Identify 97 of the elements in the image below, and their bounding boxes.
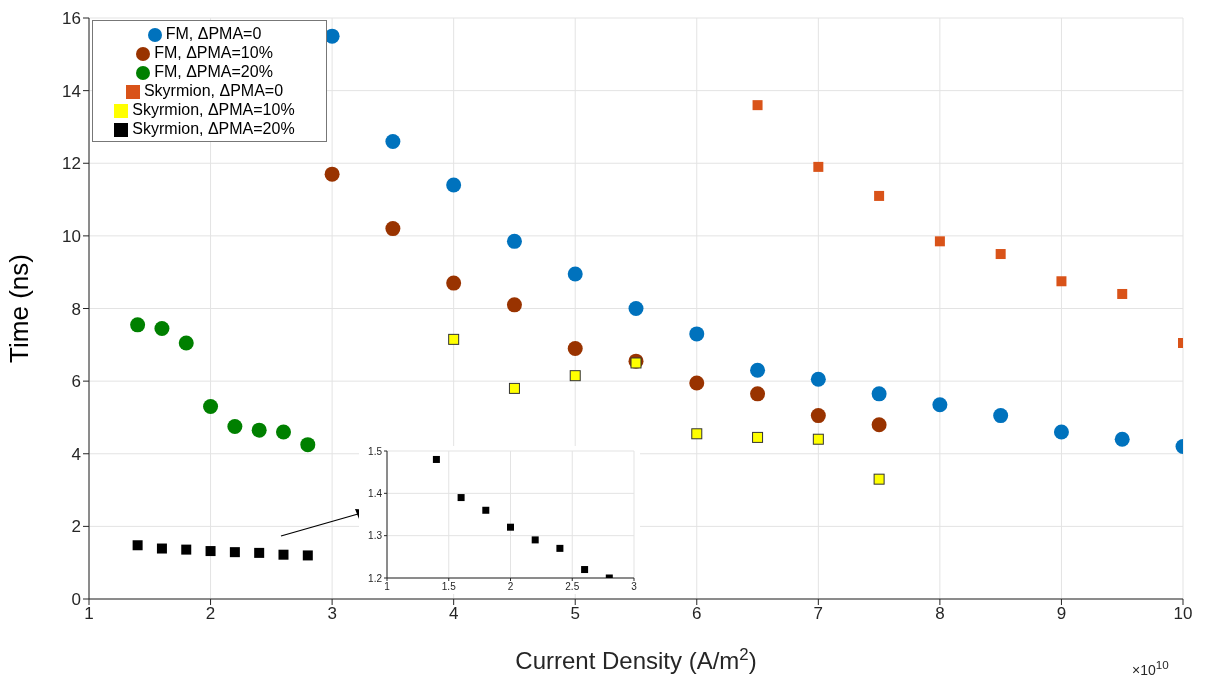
legend-label: Skyrmion, ΔPMA=10% (132, 101, 295, 118)
point (181, 544, 192, 555)
x-tick-label: 9 (1056, 604, 1067, 624)
y-tick-label: 1.5 (368, 445, 383, 457)
y-tick-label: 2 (71, 517, 81, 537)
point (251, 422, 267, 438)
point (482, 506, 490, 514)
point (324, 166, 340, 182)
y-tick-label: 14 (62, 81, 81, 101)
point (581, 566, 589, 574)
point (810, 408, 826, 424)
point (205, 546, 216, 557)
point (156, 543, 167, 554)
point (750, 362, 766, 378)
point (531, 536, 539, 544)
point (1056, 276, 1067, 287)
point (457, 494, 465, 502)
legend-label: Skyrmion, ΔPMA=0 (143, 82, 284, 99)
point (507, 523, 514, 531)
point (275, 424, 291, 440)
point (278, 549, 289, 560)
y-tick-label: 1.3 (368, 530, 383, 542)
x-tick-label: 7 (813, 604, 824, 624)
point (178, 335, 194, 351)
x-tick-label: 2 (507, 581, 514, 593)
point (227, 419, 243, 435)
point (302, 550, 313, 561)
point (993, 408, 1009, 424)
point (448, 333, 460, 345)
y-tick-label: 8 (71, 299, 81, 319)
point (689, 326, 705, 342)
point (752, 100, 763, 111)
point (812, 433, 824, 445)
point (873, 473, 885, 485)
point (203, 399, 219, 415)
point (300, 437, 316, 453)
point (689, 375, 705, 391)
x-tick-label: 2.5 (565, 581, 580, 593)
legend-label: Skyrmion, ΔPMA=20% (132, 120, 295, 137)
y-tick-label: 1.2 (368, 572, 383, 584)
point (154, 320, 170, 336)
x-tick-label: 1.5 (441, 581, 457, 593)
point (556, 544, 564, 552)
point (1117, 288, 1128, 299)
point (130, 317, 146, 333)
point (628, 301, 644, 316)
point (1053, 424, 1069, 440)
y-tick-label: 12 (62, 154, 81, 174)
point (871, 386, 887, 402)
y-tick-label: 1.4 (368, 487, 383, 499)
point (229, 547, 240, 558)
point (385, 133, 401, 149)
legend-label: FM, ΔPMA=20% (154, 63, 273, 80)
x-tick-label: 5 (570, 604, 580, 624)
legend-label: FM, ΔPMA=0 (165, 25, 262, 42)
point (506, 233, 522, 249)
point (132, 540, 143, 551)
point (691, 428, 703, 440)
y-tick-label: 4 (71, 444, 81, 464)
point (254, 547, 265, 558)
point (874, 190, 885, 201)
point (813, 161, 824, 172)
x-tick-label: 2 (205, 604, 216, 624)
point (446, 177, 462, 193)
point (567, 340, 583, 356)
point (752, 431, 764, 443)
text: ×10$^{10}$ (1132, 658, 1169, 678)
point (630, 357, 642, 369)
point (506, 297, 522, 313)
x-tick-label: 10 (1173, 604, 1193, 624)
x-axis-title: Current Density (A/m$^{2}$) (515, 644, 757, 674)
point (569, 370, 581, 382)
point (446, 275, 462, 291)
x-tick-label: 3 (631, 581, 638, 593)
y-tick-label: 6 (71, 372, 81, 392)
y-tick-label: 10 (62, 226, 81, 246)
point (995, 249, 1006, 260)
y-axis-title: Time (ns) (4, 254, 34, 363)
x-tick-label: 1 (384, 581, 391, 593)
point (385, 221, 401, 237)
point (932, 397, 948, 413)
point (871, 417, 887, 433)
point (810, 371, 826, 387)
x-tick-label: 3 (327, 604, 337, 624)
x-tick-label: 4 (448, 604, 459, 624)
y-tick-label: 0 (71, 590, 81, 610)
point (1114, 431, 1130, 447)
point (567, 266, 583, 282)
point (432, 455, 440, 463)
point (508, 382, 520, 394)
y-tick-label: 16 (62, 9, 81, 29)
x-tick-label: 1 (84, 604, 94, 624)
point (750, 386, 766, 402)
x-tick-label: 6 (692, 604, 702, 624)
legend-label: FM, ΔPMA=10% (154, 44, 273, 61)
point (934, 236, 945, 247)
x-tick-label: 8 (935, 604, 945, 624)
